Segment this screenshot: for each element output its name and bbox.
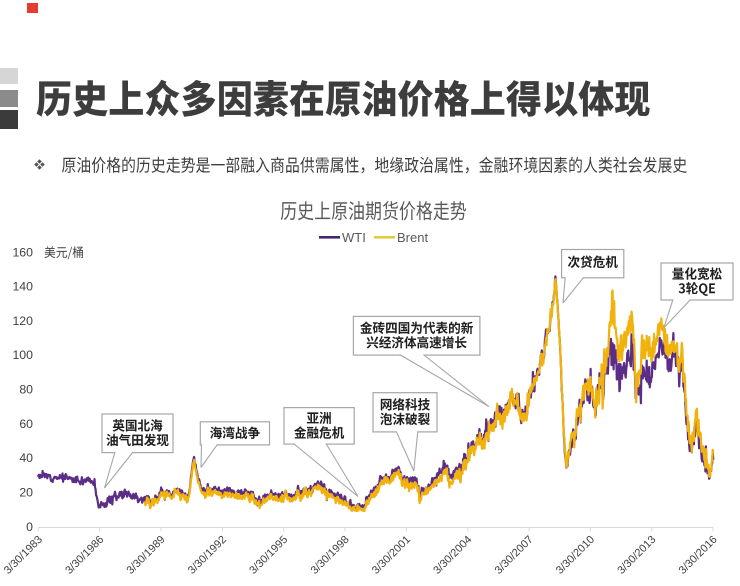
svg-text:60: 60 (19, 417, 33, 431)
svg-text:3/30/2010: 3/30/2010 (554, 534, 597, 577)
svg-text:3/30/1992: 3/30/1992 (186, 534, 229, 577)
svg-text:0: 0 (26, 520, 33, 534)
svg-text:3/30/2004: 3/30/2004 (431, 534, 474, 577)
svg-text:3/30/2001: 3/30/2001 (370, 534, 413, 577)
svg-text:3/30/1983: 3/30/1983 (2, 534, 45, 577)
svg-text:140: 140 (12, 280, 33, 294)
svg-text:3/30/2016: 3/30/2016 (677, 534, 720, 577)
svg-text:3/30/2007: 3/30/2007 (493, 534, 536, 577)
svg-text:120: 120 (12, 314, 33, 328)
svg-text:3/30/1995: 3/30/1995 (247, 534, 290, 577)
svg-text:3/30/1986: 3/30/1986 (63, 534, 106, 577)
svg-text:160: 160 (12, 245, 33, 259)
svg-text:Brent: Brent (397, 230, 428, 245)
svg-text:3/30/2013: 3/30/2013 (615, 534, 658, 577)
svg-text:3/30/1998: 3/30/1998 (309, 534, 352, 577)
svg-text:3/30/1989: 3/30/1989 (125, 534, 168, 577)
svg-text:20: 20 (19, 486, 33, 500)
svg-text:WTI: WTI (342, 230, 366, 245)
svg-text:40: 40 (19, 451, 33, 465)
svg-text:80: 80 (19, 383, 33, 397)
svg-text:100: 100 (12, 348, 33, 362)
